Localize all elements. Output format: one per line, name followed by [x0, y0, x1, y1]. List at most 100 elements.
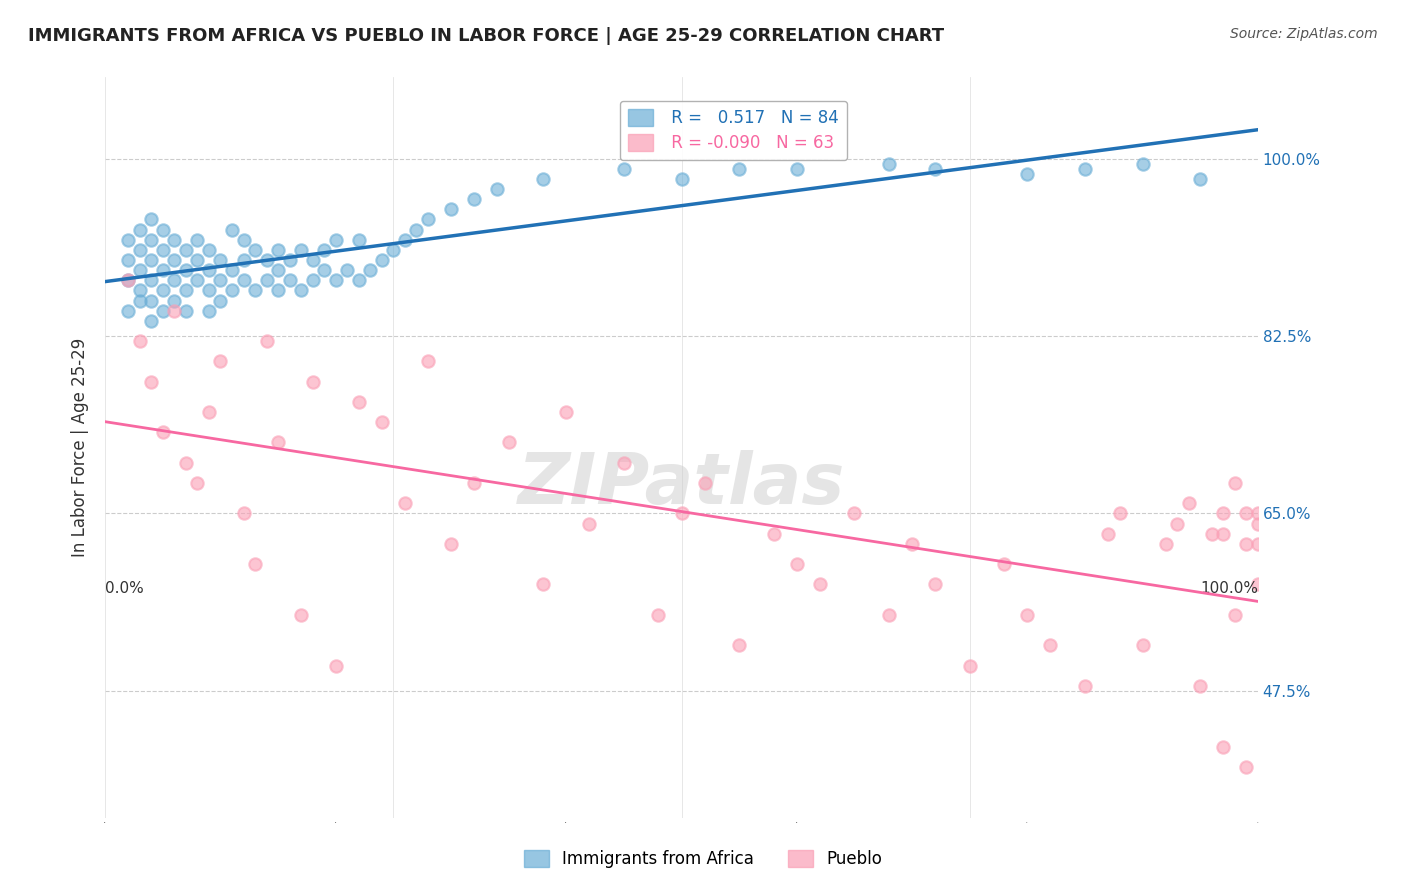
Point — [174, 284, 197, 298]
Point — [128, 334, 150, 348]
Point — [128, 263, 150, 277]
Point — [1017, 167, 1039, 181]
Point — [198, 243, 221, 257]
Point — [152, 263, 174, 277]
Point — [463, 475, 485, 490]
Point — [416, 354, 439, 368]
Point — [613, 161, 636, 176]
Point — [647, 607, 669, 622]
Point — [1074, 679, 1097, 693]
Point — [1212, 739, 1234, 754]
Point — [1189, 171, 1212, 186]
Point — [1154, 537, 1177, 551]
Point — [613, 456, 636, 470]
Point — [117, 273, 139, 287]
Point — [786, 557, 808, 571]
Point — [359, 263, 381, 277]
Point — [924, 161, 946, 176]
Point — [301, 273, 323, 287]
Point — [325, 658, 347, 673]
Point — [1039, 638, 1062, 652]
Point — [232, 252, 254, 267]
Legend: Immigrants from Africa, Pueblo: Immigrants from Africa, Pueblo — [517, 843, 889, 875]
Point — [1074, 161, 1097, 176]
Point — [486, 182, 509, 196]
Point — [1223, 475, 1246, 490]
Point — [198, 405, 221, 419]
Point — [531, 577, 554, 591]
Point — [314, 243, 336, 257]
Point — [232, 507, 254, 521]
Point — [152, 222, 174, 236]
Point — [531, 171, 554, 186]
Point — [1132, 638, 1154, 652]
Legend:  R =   0.517   N = 84,  R = -0.090   N = 63: R = 0.517 N = 84, R = -0.090 N = 63 — [620, 101, 848, 161]
Point — [209, 293, 232, 308]
Point — [232, 233, 254, 247]
Point — [117, 233, 139, 247]
Point — [152, 425, 174, 440]
Point — [347, 233, 370, 247]
Point — [243, 284, 266, 298]
Point — [993, 557, 1015, 571]
Point — [186, 233, 208, 247]
Point — [174, 303, 197, 318]
Point — [128, 284, 150, 298]
Point — [728, 161, 751, 176]
Point — [141, 375, 163, 389]
Point — [141, 314, 163, 328]
Point — [1189, 679, 1212, 693]
Point — [1212, 526, 1234, 541]
Point — [209, 354, 232, 368]
Point — [198, 284, 221, 298]
Point — [555, 405, 578, 419]
Point — [232, 273, 254, 287]
Point — [924, 577, 946, 591]
Point — [209, 252, 232, 267]
Point — [463, 192, 485, 206]
Point — [347, 395, 370, 409]
Point — [163, 273, 186, 287]
Point — [174, 456, 197, 470]
Point — [1177, 496, 1199, 510]
Point — [267, 435, 290, 450]
Point — [141, 252, 163, 267]
Point — [877, 607, 900, 622]
Point — [186, 475, 208, 490]
Point — [1212, 507, 1234, 521]
Point — [221, 284, 243, 298]
Point — [117, 252, 139, 267]
Point — [152, 284, 174, 298]
Point — [256, 273, 278, 287]
Point — [808, 577, 831, 591]
Point — [198, 303, 221, 318]
Point — [221, 222, 243, 236]
Point — [141, 212, 163, 227]
Point — [693, 475, 716, 490]
Point — [1097, 526, 1119, 541]
Point — [267, 284, 290, 298]
Point — [152, 303, 174, 318]
Point — [1234, 760, 1257, 774]
Point — [440, 537, 463, 551]
Point — [243, 243, 266, 257]
Point — [416, 212, 439, 227]
Point — [1247, 507, 1270, 521]
Y-axis label: In Labor Force | Age 25-29: In Labor Force | Age 25-29 — [72, 338, 89, 558]
Point — [382, 243, 405, 257]
Point — [301, 252, 323, 267]
Point — [128, 293, 150, 308]
Point — [1247, 537, 1270, 551]
Point — [314, 263, 336, 277]
Point — [290, 607, 312, 622]
Point — [267, 263, 290, 277]
Point — [117, 303, 139, 318]
Point — [371, 252, 394, 267]
Point — [762, 526, 785, 541]
Point — [243, 557, 266, 571]
Point — [405, 222, 427, 236]
Point — [163, 303, 186, 318]
Point — [141, 273, 163, 287]
Point — [301, 375, 323, 389]
Point — [394, 233, 416, 247]
